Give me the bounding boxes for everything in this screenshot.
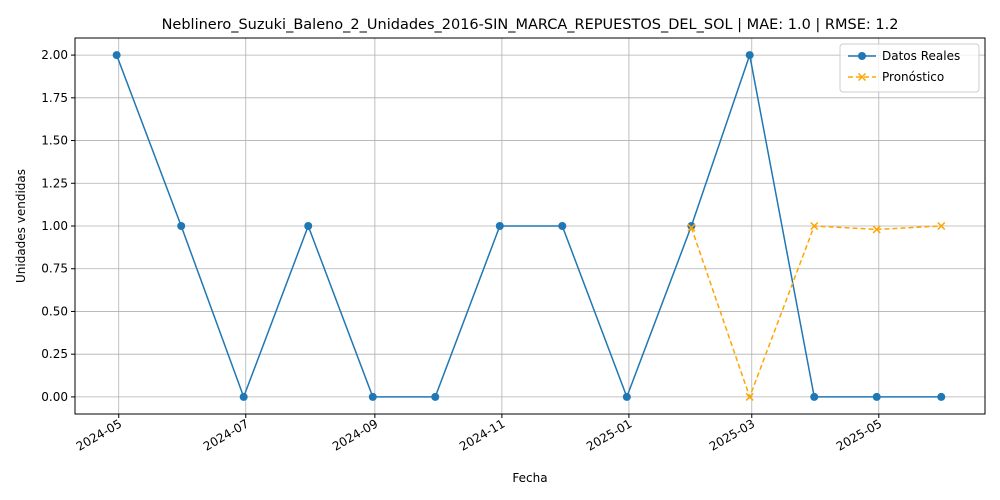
y-tick-label: 1.75 xyxy=(41,91,68,105)
legend-label-datos-reales: Datos Reales xyxy=(882,49,960,63)
y-tick-label: 1.00 xyxy=(41,219,68,233)
series-layer xyxy=(112,51,946,401)
data-point-1-0 xyxy=(687,223,696,232)
legend-marker-pronostico xyxy=(857,72,867,82)
data-point-0-9 xyxy=(687,222,696,230)
data-point-0-2 xyxy=(239,392,248,401)
data-point-1-1 xyxy=(745,392,754,401)
y-tick-label: 0.00 xyxy=(41,390,68,404)
legend-marker-datos-reales xyxy=(858,52,866,60)
y-tick-label: 2.00 xyxy=(41,48,68,62)
data-point-0-11 xyxy=(810,392,819,401)
chart-title: Neblinero_Suzuki_Baleno_2_Unidades_2016-… xyxy=(162,17,899,33)
data-point-0-1 xyxy=(177,222,186,230)
y-tick-label: 1.25 xyxy=(41,176,68,190)
data-point-0-12 xyxy=(872,392,881,401)
series-line-0 xyxy=(115,52,942,400)
data-point-0-13 xyxy=(937,392,946,401)
legend-label-pronostico: Pronóstico xyxy=(882,70,944,84)
grid xyxy=(75,38,985,414)
data-point-0-3 xyxy=(304,222,313,230)
data-point-0-7 xyxy=(558,222,567,230)
data-point-0-6 xyxy=(495,222,504,230)
data-point-0-10 xyxy=(745,51,754,60)
data-point-0-8 xyxy=(622,392,631,401)
y-tick-label: 0.75 xyxy=(41,262,68,276)
y-tick-label: 0.25 xyxy=(41,347,68,361)
data-point-0-4 xyxy=(368,392,377,401)
data-point-0-0 xyxy=(112,51,121,60)
data-point-1-2 xyxy=(810,221,819,231)
data-point-1-4 xyxy=(937,221,946,231)
legend: Datos Reales Pronóstico xyxy=(839,43,980,93)
data-point-0-5 xyxy=(431,392,440,401)
y-tick-label: 1.50 xyxy=(41,134,68,148)
y-tick-label: 0.50 xyxy=(41,304,68,318)
x-axis-label: Fecha xyxy=(512,471,547,485)
y-axis-label: Unidades vendidas xyxy=(14,169,28,283)
data-point-1-3 xyxy=(872,225,881,234)
